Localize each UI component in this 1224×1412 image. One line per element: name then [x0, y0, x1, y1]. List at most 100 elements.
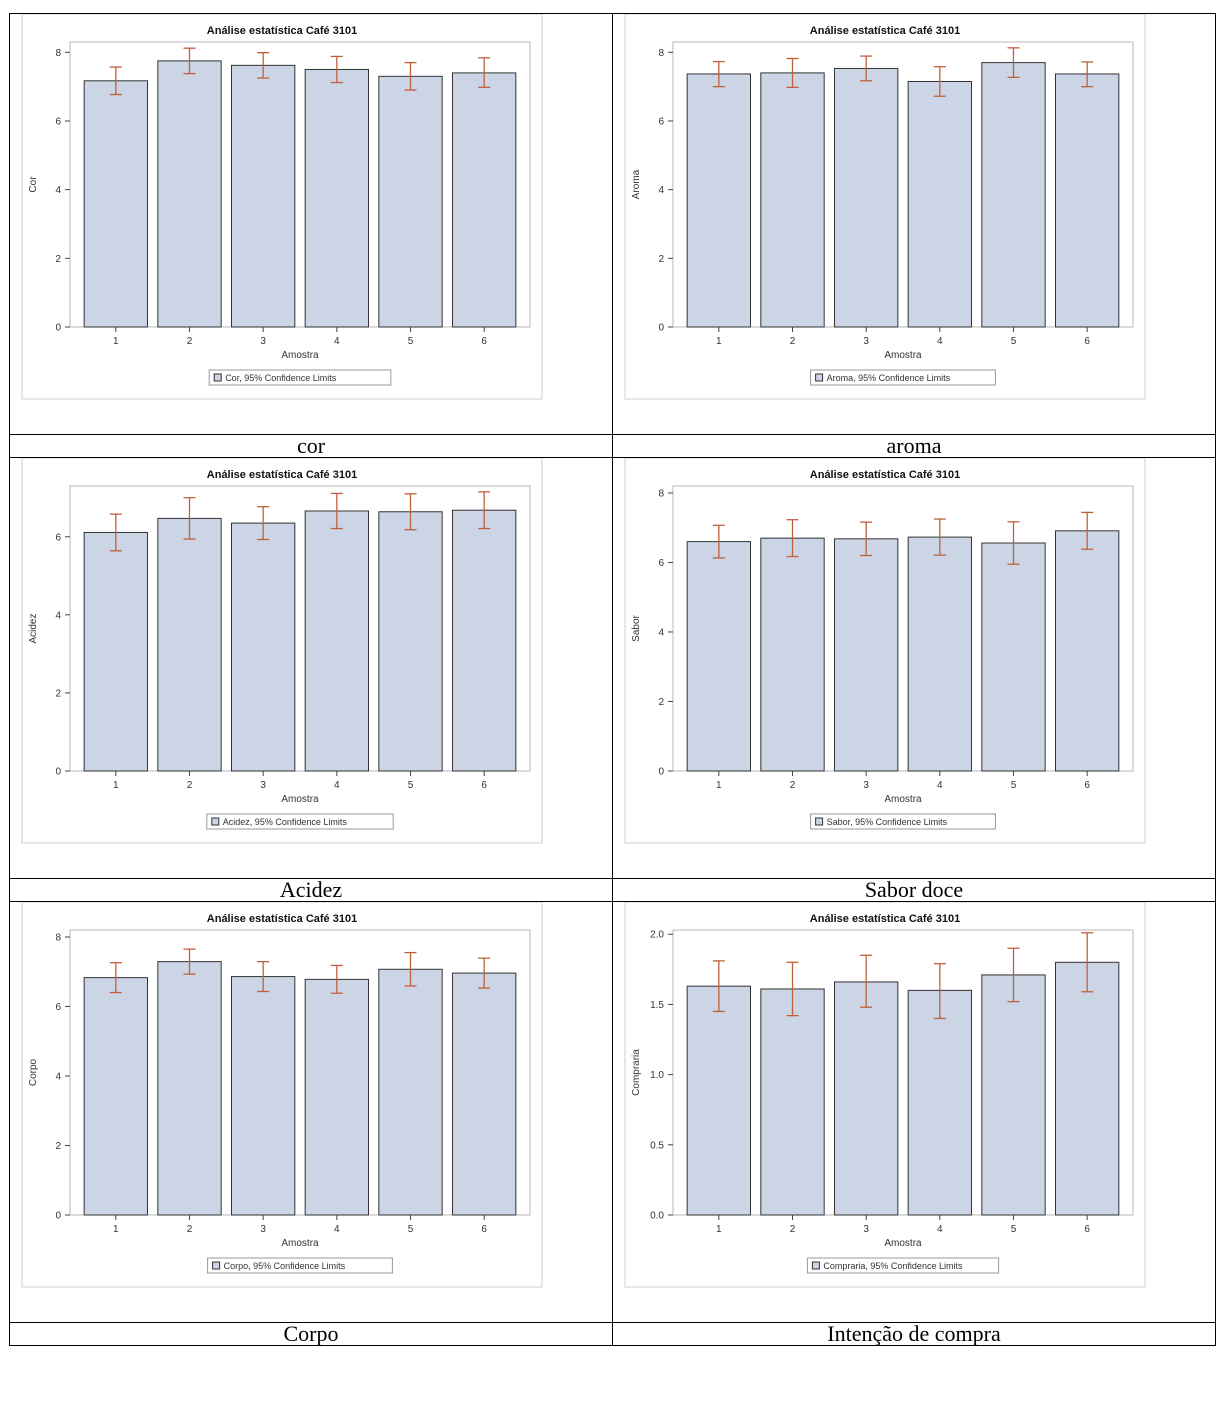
legend-swatch [815, 817, 824, 826]
bar-amostra-6 [1054, 961, 1120, 1216]
chart-title: Análise estatística Café 3101 [810, 469, 960, 481]
x-tick-label: 2 [187, 1224, 193, 1235]
legend-label: Corpo, 95% Confidence Limits [224, 1261, 346, 1271]
y-tick-label: 6 [55, 532, 61, 543]
x-tick-label: 5 [1011, 336, 1017, 347]
cell-chart-cor: Análise estatística Café 3101 0 2 4 6 8 Cor 1 2 3… [9, 13, 613, 435]
x-tick-label: 1 [716, 780, 722, 791]
cell-chart-compraria: Análise estatística Café 3101 0.0 0.5 1.0 1.… [612, 901, 1216, 1323]
bar-amostra-2 [760, 72, 825, 328]
bar-amostra-4 [907, 989, 973, 1216]
bar-amostra-4 [907, 80, 973, 328]
x-tick-label: 3 [260, 1224, 266, 1235]
x-tick-label: 6 [1084, 1224, 1090, 1235]
bar-amostra-1 [83, 80, 149, 328]
y-tick-label: 1.5 [650, 1000, 664, 1011]
y-tick-label: 0 [658, 323, 664, 334]
cell-chart-aroma: Análise estatística Café 3101 0 2 4 6 8 Aroma 1… [612, 13, 1216, 435]
y-tick-label: 0 [55, 323, 61, 334]
bar-amostra-1 [83, 531, 149, 772]
x-tick-label: 5 [1011, 1224, 1017, 1235]
bar-amostra-3 [833, 67, 899, 328]
x-tick-label: 3 [863, 780, 869, 791]
legend [810, 813, 996, 830]
y-tick-label: 0 [55, 1211, 61, 1222]
x-axis-label: Amostra [281, 794, 319, 805]
caption-aroma: aroma [612, 434, 1216, 458]
chart-title: Análise estatística Café 3101 [207, 469, 357, 481]
x-tick-label: 1 [716, 1224, 722, 1235]
x-tick-label: 5 [408, 1224, 414, 1235]
bar-amostra-5 [981, 974, 1046, 1216]
caption-sabor-doce: Sabor doce [612, 878, 1216, 902]
y-tick-label: 2.0 [650, 930, 664, 941]
x-tick-label: 5 [1011, 780, 1017, 791]
x-tick-label: 4 [334, 1224, 340, 1235]
bar-amostra-5 [981, 542, 1046, 772]
plot-area [672, 929, 1134, 1216]
y-tick-label: 8 [658, 48, 664, 59]
y-tick-label: 8 [55, 932, 61, 943]
y-tick-label: 2 [658, 697, 664, 708]
x-tick-label: 3 [260, 336, 266, 347]
bar-amostra-4 [304, 978, 370, 1216]
plot-area [69, 929, 531, 1216]
x-tick-label: 2 [187, 336, 193, 347]
bar-amostra-6 [451, 509, 517, 772]
legend [207, 1257, 393, 1274]
x-tick-label: 3 [863, 336, 869, 347]
bar-amostra-4 [907, 536, 973, 772]
chart-compraria: Análise estatística Café 3101 0.0 0.5 1.0 1.… [624, 902, 1146, 1288]
x-tick-label: 1 [113, 336, 119, 347]
cell-chart-sabor: Análise estatística Café 3101 0 2 4 6 8 Sabor 1… [612, 457, 1216, 879]
y-axis-label: Compraria [631, 1049, 642, 1096]
bar-amostra-2 [157, 961, 222, 1216]
chart-title: Análise estatística Café 3101 [207, 913, 357, 925]
y-tick-label: 4 [658, 627, 664, 638]
caption-intencao-de-compra: Intenção de compra [612, 1322, 1216, 1346]
legend-label: Compraria, 95% Confidence Limits [823, 1261, 963, 1271]
y-axis-label: Acidez [28, 613, 39, 643]
bar-amostra-5 [981, 62, 1046, 328]
bar-amostra-6 [1054, 530, 1120, 772]
x-axis-label: Amostra [281, 1238, 319, 1249]
cell-chart-acidez: Análise estatística Café 3101 0 2 4 6 Acidez 1… [9, 457, 613, 879]
bar-amostra-1 [686, 541, 752, 772]
x-tick-label: 4 [937, 780, 943, 791]
bar-amostra-2 [157, 517, 222, 772]
chart-title: Análise estatística Café 3101 [207, 25, 357, 37]
bar-amostra-4 [304, 68, 370, 328]
y-tick-label: 2 [55, 254, 61, 265]
bar-amostra-2 [157, 60, 222, 328]
legend-swatch [815, 373, 824, 382]
y-tick-label: 8 [658, 488, 664, 499]
y-axis-label: Corpo [28, 1058, 39, 1086]
chart-aroma: Análise estatística Café 3101 0 2 4 6 8 Aroma 1… [624, 14, 1146, 400]
y-tick-label: 4 [658, 185, 664, 196]
y-tick-label: 0 [55, 767, 61, 778]
legend-label: Acidez, 95% Confidence Limits [223, 817, 348, 827]
legend-label: Aroma, 95% Confidence Limits [827, 373, 951, 383]
bar-amostra-3 [230, 522, 296, 772]
chart-title: Análise estatística Café 3101 [810, 913, 960, 925]
y-tick-label: 6 [55, 1002, 61, 1013]
x-tick-label: 5 [408, 336, 414, 347]
plot-area [69, 485, 531, 772]
x-tick-label: 4 [334, 780, 340, 791]
bar-amostra-3 [833, 981, 899, 1216]
x-tick-label: 6 [1084, 336, 1090, 347]
legend [208, 369, 392, 386]
legend-swatch [811, 1261, 820, 1270]
y-tick-label: 0.5 [650, 1140, 664, 1151]
x-tick-label: 2 [790, 1224, 796, 1235]
bar-amostra-5 [378, 511, 443, 772]
bar-amostra-1 [83, 977, 149, 1216]
y-tick-label: 4 [55, 1071, 61, 1082]
x-tick-label: 1 [113, 1224, 119, 1235]
plot-area [672, 485, 1134, 772]
x-tick-label: 5 [408, 780, 414, 791]
x-tick-label: 1 [716, 336, 722, 347]
legend-label: Cor, 95% Confidence Limits [225, 373, 337, 383]
y-axis-label: Aroma [631, 169, 642, 199]
bar-amostra-2 [760, 537, 825, 772]
